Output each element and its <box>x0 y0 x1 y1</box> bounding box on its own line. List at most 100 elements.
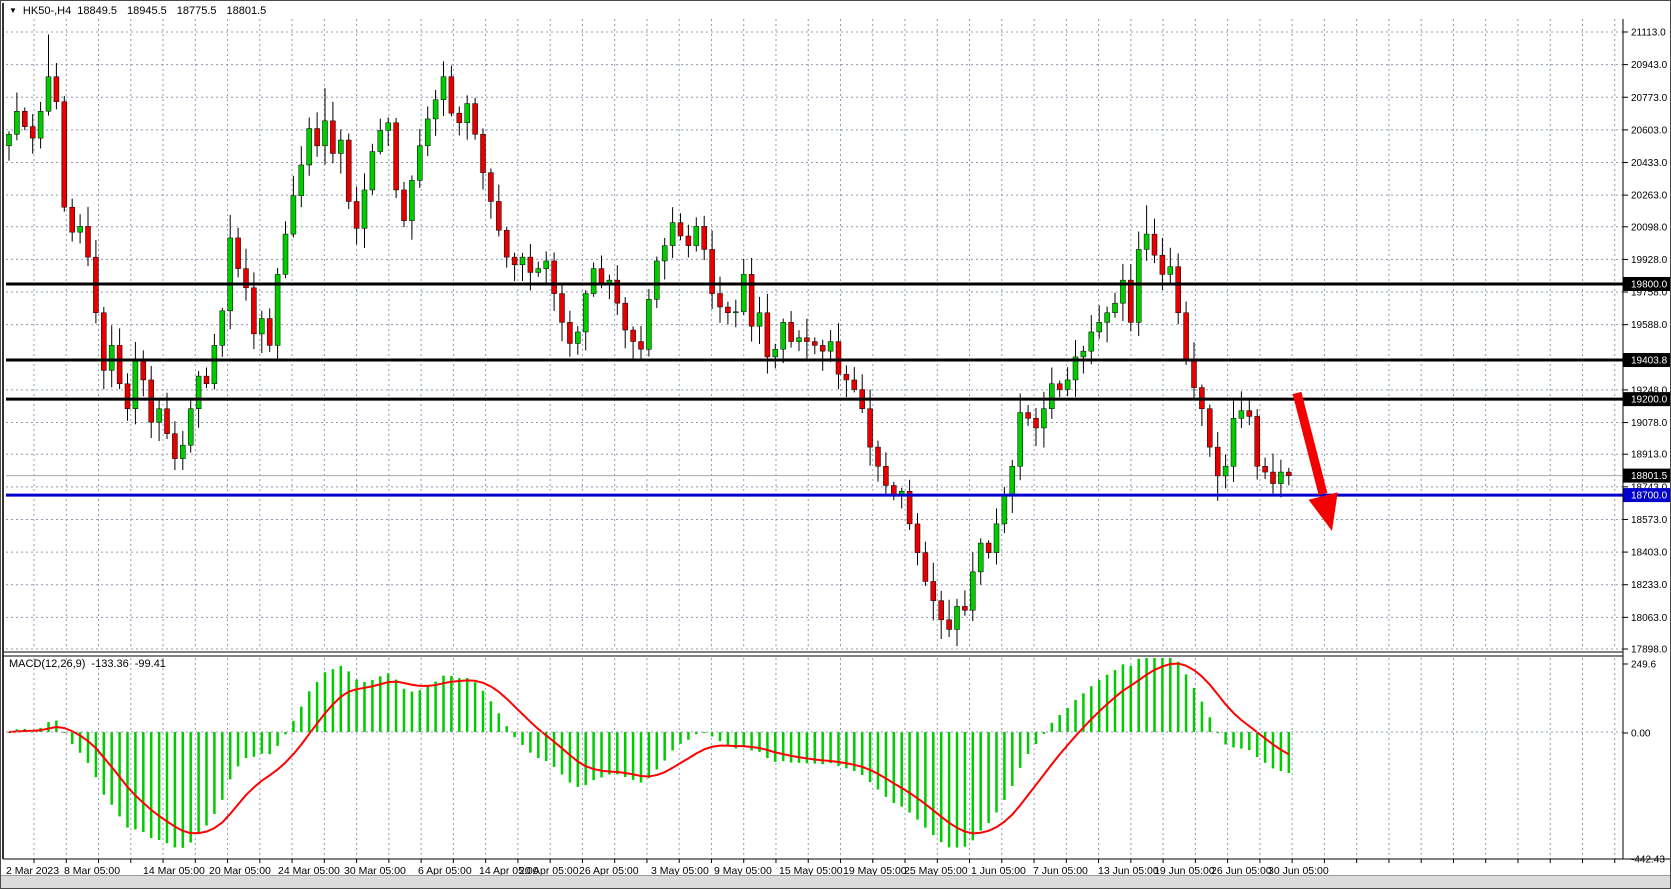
macd-histogram-bar <box>797 732 801 763</box>
candle-body <box>930 581 937 601</box>
candle-body <box>1072 356 1079 381</box>
macd-axis-label: 249.6 <box>1631 660 1656 671</box>
price-axis-label: 18403.0 <box>1631 548 1668 559</box>
candle-body <box>1191 360 1197 388</box>
candle-body <box>646 299 652 350</box>
candle-body <box>827 341 834 352</box>
macd-histogram-bar <box>1232 732 1235 748</box>
macd-histogram-bar <box>1153 658 1156 732</box>
candle-body <box>172 433 178 459</box>
candle-body <box>906 490 913 525</box>
macd-histogram-bar <box>695 732 698 735</box>
candle-body <box>1270 471 1276 484</box>
macd-histogram-bar <box>837 732 840 766</box>
candle-body <box>69 206 75 233</box>
macd-histogram-bar <box>1248 732 1251 751</box>
candle-body <box>1001 494 1008 525</box>
macd-histogram-bar <box>434 681 437 732</box>
candle-body <box>1049 383 1055 409</box>
macd-histogram-bar <box>710 732 714 737</box>
date-label: 19 Jun 05:00 <box>1154 865 1215 877</box>
trend-arrow-shaft[interactable] <box>1292 391 1328 496</box>
date-label: 30 Jun 05:00 <box>1268 865 1329 877</box>
price-axis-label: 17898.0 <box>1631 645 1668 656</box>
candle-body <box>377 130 384 152</box>
candle-body <box>116 345 123 385</box>
macd-histogram-bar <box>1042 732 1046 734</box>
open-value: 18849.5 <box>77 5 117 17</box>
macd-main-value: -133.36 <box>91 658 129 670</box>
candle-body <box>148 379 154 423</box>
macd-histogram-bar <box>584 732 587 786</box>
macd-histogram-bar <box>1097 680 1101 732</box>
macd-histogram-bar <box>1287 732 1291 774</box>
price-label-box-text: 19200.0 <box>1631 395 1668 406</box>
macd-histogram-bar <box>805 732 809 764</box>
macd-histogram-bar <box>1066 707 1069 732</box>
macd-histogram-bar <box>1145 658 1148 732</box>
price-label-box <box>1623 276 1670 291</box>
candle-body <box>1017 412 1023 467</box>
price-axis-label: 20433.0 <box>1631 158 1668 169</box>
macd-histogram-bar <box>829 732 832 764</box>
candle-body <box>488 172 494 202</box>
price-axis-label: 20098.0 <box>1631 222 1668 233</box>
price-axis-label: 20603.0 <box>1631 125 1668 136</box>
macd-histogram-bar <box>647 732 651 779</box>
candle-body <box>1033 418 1039 429</box>
candle-body <box>717 293 723 308</box>
macd-histogram-bar <box>631 732 635 780</box>
candle-body <box>622 302 628 331</box>
candle-body <box>227 237 233 312</box>
candle-body <box>108 345 115 371</box>
macd-histogram-bar <box>955 732 959 848</box>
candle-body <box>353 201 360 229</box>
candle-body <box>733 311 739 314</box>
macd-histogram-bar <box>1255 732 1259 758</box>
candle-body <box>140 360 147 381</box>
macd-histogram-bar <box>789 732 793 763</box>
date-label: 25 May 05:00 <box>904 865 968 877</box>
macd-histogram-bar <box>149 732 153 839</box>
close-value: 18801.5 <box>226 5 267 17</box>
trend-arrow-head[interactable] <box>1308 492 1338 531</box>
candle-body <box>764 312 771 358</box>
macd-histogram-bar <box>394 679 398 732</box>
candle-body <box>654 260 660 300</box>
macd-histogram-bar <box>1050 722 1054 732</box>
macd-histogram-bar <box>663 732 666 761</box>
macd-histogram-bar <box>347 671 350 732</box>
candle-body <box>582 293 589 333</box>
candle-body <box>219 310 226 346</box>
macd-histogram-bar <box>979 732 982 831</box>
macd-histogram-bar <box>363 682 366 732</box>
candle-body <box>551 260 557 294</box>
candle-body <box>424 118 431 147</box>
candle-body <box>914 523 921 553</box>
macd-histogram-bar <box>450 676 453 732</box>
macd-histogram-bar <box>1263 732 1267 763</box>
macd-histogram-bar <box>236 732 240 767</box>
macd-histogram-bar <box>252 732 256 757</box>
macd-histogram-bar <box>513 732 516 738</box>
macd-histogram-bar <box>521 732 524 745</box>
candle-body <box>1135 249 1142 323</box>
macd-histogram-bar <box>78 732 82 753</box>
candle-body <box>22 111 28 127</box>
candle-body <box>251 287 257 335</box>
window-bottom-strip <box>1 875 1670 888</box>
candle-body <box>748 274 755 327</box>
macd-histogram-bar <box>134 732 137 830</box>
ohlc-values: 18849.5 18945.5 18775.5 18801.5 <box>77 5 266 17</box>
macd-histogram-bar <box>1192 687 1196 732</box>
macd-histogram-bar <box>458 678 461 732</box>
symbol-dropdown-icon[interactable]: ▼ <box>9 6 17 15</box>
candle-body <box>282 233 289 275</box>
macd-histogram-bar <box>268 732 271 755</box>
candle-body <box>409 180 415 221</box>
macd-histogram-bar <box>1271 732 1275 769</box>
candle-body <box>590 268 597 294</box>
macd-histogram-bar <box>544 732 548 761</box>
macd-histogram-bar <box>939 732 943 843</box>
